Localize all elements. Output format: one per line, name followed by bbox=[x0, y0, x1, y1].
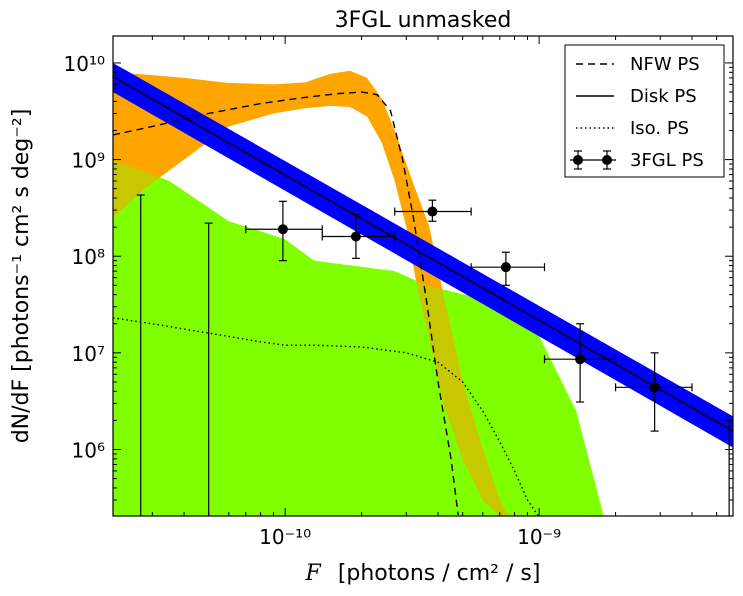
3fgl-point-2 bbox=[245, 200, 323, 262]
x-tick-label-0: 10⁻¹⁰ bbox=[259, 525, 311, 549]
legend-box bbox=[564, 44, 725, 178]
y-tick-label-4: 10¹⁰ bbox=[64, 52, 105, 76]
legend: NFW PS Disk PS Iso. PS 3FGL PS bbox=[564, 44, 725, 178]
3fgl-point-5 bbox=[470, 251, 546, 286]
3fgl-point-6 bbox=[543, 323, 617, 403]
y-tick-label-0: 10⁶ bbox=[72, 438, 105, 462]
3fgl-point-0 bbox=[136, 194, 145, 516]
legend-swatch-3fgl bbox=[570, 150, 616, 170]
y-tick-label-1: 10⁷ bbox=[72, 342, 105, 366]
legend-label-disk: Disk PS bbox=[630, 86, 697, 107]
band-nfw bbox=[113, 70, 509, 516]
legend-label-nfw: NFW PS bbox=[630, 54, 700, 75]
line-nfw-ps bbox=[113, 91, 459, 516]
points-layer bbox=[136, 194, 734, 516]
3fgl-point-1 bbox=[204, 222, 213, 516]
band-disk bbox=[113, 62, 733, 448]
plot-frame bbox=[112, 35, 734, 517]
axis-ticks bbox=[113, 36, 733, 516]
chart-title: 3FGL unmasked bbox=[335, 8, 512, 33]
x-axis-label: F [photons / cm² / s] bbox=[305, 561, 541, 586]
x-axis-label-var: F bbox=[305, 561, 322, 586]
x-axis-label-units: [photons / cm² / s] bbox=[338, 561, 541, 586]
3fgl-point-4 bbox=[394, 199, 472, 222]
3fgl-point-7 bbox=[614, 352, 693, 432]
bands-layer bbox=[113, 62, 733, 516]
y-tick-label-3: 10⁹ bbox=[72, 149, 105, 173]
axis-tick-labels: 10⁻¹⁰ 10⁻⁹ 10⁶ 10⁷ 10⁸ 10⁹ 10¹⁰ bbox=[64, 52, 562, 549]
legend-label-iso: Iso. PS bbox=[630, 118, 689, 139]
y-axis-label: dN/dF [photons⁻¹ cm² s deg⁻²] bbox=[9, 109, 34, 444]
band-iso bbox=[113, 159, 604, 516]
legend-label-3fgl: 3FGL PS bbox=[630, 150, 704, 171]
x-tick-label-1: 10⁻⁹ bbox=[517, 525, 561, 549]
line-disk-ps bbox=[113, 76, 733, 432]
y-tick-label-2: 10⁸ bbox=[72, 245, 105, 269]
lines-layer bbox=[113, 76, 733, 516]
3fgl-point-3 bbox=[321, 213, 396, 259]
